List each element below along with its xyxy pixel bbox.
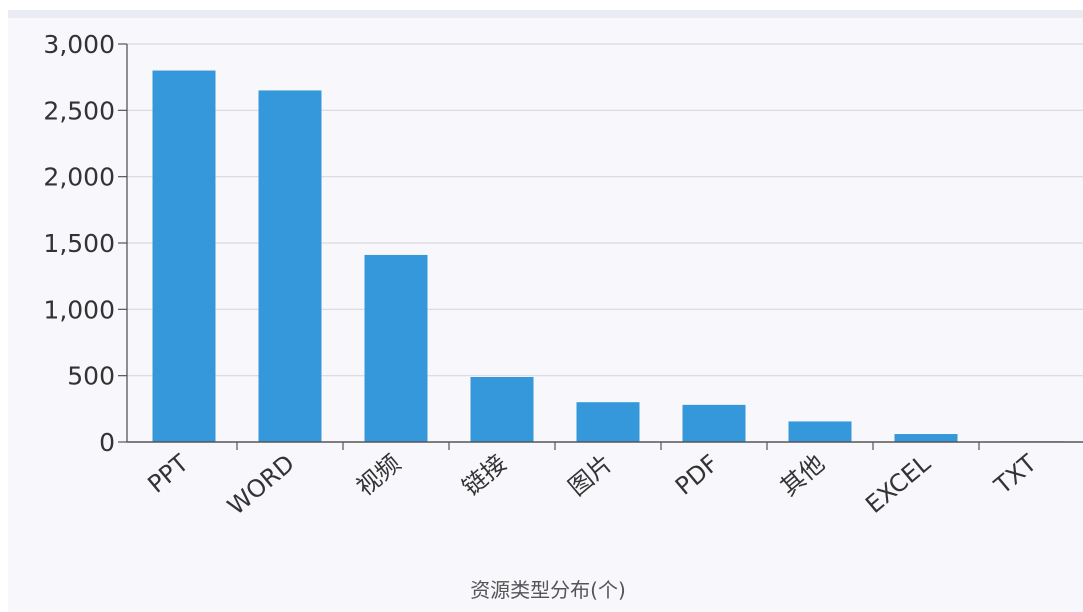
y-tick-labels: 0 500 1,000 1,500 2,000 2,500 3,000	[43, 30, 115, 457]
x-tick-label: 链接	[457, 449, 512, 501]
x-tick-label: 图片	[563, 449, 618, 501]
y-tick-label: 1,000	[43, 295, 115, 324]
bar-1	[258, 90, 322, 442]
y-tick-label: 2,000	[43, 163, 115, 192]
x-tick-label: 其他	[775, 449, 830, 501]
x-axis-title: 资源类型分布(个)	[470, 578, 626, 602]
y-tick-label: 0	[99, 428, 115, 457]
x-tick-label: 视频	[351, 449, 406, 501]
y-tick-label: 3,000	[43, 30, 115, 59]
bar-5	[682, 404, 746, 442]
x-tick-label: PDF	[670, 449, 724, 501]
bar-4	[576, 402, 640, 442]
bar-2	[364, 254, 428, 442]
x-tick-label: PPT	[142, 449, 194, 499]
top-strip	[8, 10, 1083, 18]
bars	[152, 70, 1064, 443]
x-tick-label: EXCEL	[860, 449, 936, 519]
bar-3	[470, 376, 534, 442]
y-tick-label: 500	[67, 362, 115, 391]
x-tick-label: WORD	[222, 449, 300, 520]
y-tick-label: 1,500	[43, 229, 115, 258]
bar-7	[894, 434, 958, 442]
bar-6	[788, 421, 852, 442]
x-tick-label: TXT	[988, 449, 1042, 500]
y-tick-label: 2,500	[43, 96, 115, 125]
axes	[118, 43, 1083, 450]
x-tick-labels: PPT WORD 视频 链接 图片 PDF 其他 EXCEL TXT	[142, 449, 1042, 521]
bar-0	[152, 70, 216, 443]
